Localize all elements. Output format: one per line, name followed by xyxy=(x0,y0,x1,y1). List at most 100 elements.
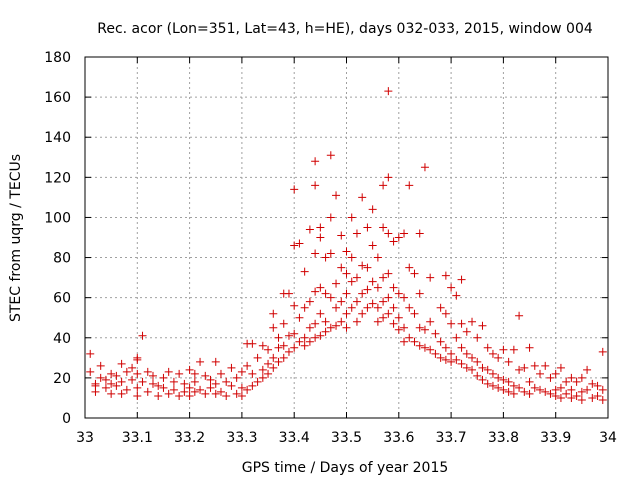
data-point xyxy=(332,279,341,288)
data-point xyxy=(284,347,293,356)
data-point xyxy=(284,289,293,298)
data-point xyxy=(593,391,602,400)
data-point xyxy=(248,339,257,348)
data-point xyxy=(337,263,346,272)
data-point xyxy=(169,385,178,394)
data-point xyxy=(494,353,503,362)
data-point xyxy=(352,317,361,326)
data-point xyxy=(394,325,403,334)
data-point xyxy=(352,273,361,282)
y-tick-label: 100 xyxy=(44,210,71,226)
data-point xyxy=(159,383,168,392)
data-point xyxy=(300,267,309,276)
data-point xyxy=(180,379,189,388)
data-point xyxy=(290,329,299,338)
data-point xyxy=(373,283,382,292)
data-point xyxy=(400,293,409,302)
data-point xyxy=(405,333,414,342)
data-point xyxy=(342,269,351,278)
data-point xyxy=(216,369,225,378)
data-point xyxy=(556,393,565,402)
data-point xyxy=(196,385,205,394)
data-point xyxy=(473,371,482,380)
data-point xyxy=(321,327,330,336)
data-point xyxy=(175,369,184,378)
data-point xyxy=(567,393,576,402)
data-point xyxy=(190,369,199,378)
y-tick-label: 140 xyxy=(44,130,71,146)
data-point xyxy=(363,263,372,272)
data-point xyxy=(509,381,518,390)
data-point xyxy=(462,349,471,358)
data-point xyxy=(379,223,388,232)
data-point xyxy=(352,297,361,306)
data-point xyxy=(300,303,309,312)
data-point xyxy=(400,229,409,238)
data-point xyxy=(352,229,361,238)
data-point xyxy=(316,309,325,318)
data-point xyxy=(452,333,461,342)
data-point xyxy=(515,311,524,320)
data-point xyxy=(311,287,320,296)
data-point xyxy=(101,375,110,384)
data-point xyxy=(274,333,283,342)
data-point xyxy=(457,359,466,368)
data-point xyxy=(567,373,576,382)
data-point xyxy=(520,363,529,372)
data-point xyxy=(117,359,126,368)
data-point xyxy=(190,387,199,396)
data-point xyxy=(431,349,440,358)
data-point xyxy=(311,333,320,342)
data-point xyxy=(577,387,586,396)
data-point xyxy=(138,377,147,386)
data-point xyxy=(441,343,450,352)
data-point xyxy=(525,343,534,352)
data-point xyxy=(494,373,503,382)
data-point xyxy=(326,323,335,332)
data-point xyxy=(91,387,100,396)
data-point xyxy=(415,323,424,332)
data-point xyxy=(499,385,508,394)
data-point xyxy=(494,383,503,392)
data-point xyxy=(562,377,571,386)
data-point xyxy=(572,391,581,400)
data-point xyxy=(96,361,105,370)
data-point xyxy=(107,369,116,378)
data-point xyxy=(405,303,414,312)
data-point xyxy=(536,385,545,394)
data-point xyxy=(551,391,560,400)
data-point xyxy=(133,383,142,392)
data-point xyxy=(264,359,273,368)
data-point xyxy=(551,369,560,378)
data-point xyxy=(426,317,435,326)
y-tick-label: 180 xyxy=(44,50,71,66)
data-point xyxy=(122,367,131,376)
data-point xyxy=(525,377,534,386)
data-point xyxy=(358,289,367,298)
data-point xyxy=(415,229,424,238)
data-point xyxy=(426,273,435,282)
data-point xyxy=(478,321,487,330)
data-point xyxy=(415,289,424,298)
data-point xyxy=(248,369,257,378)
data-point xyxy=(583,385,592,394)
data-point xyxy=(379,313,388,322)
data-point xyxy=(598,347,607,356)
data-point xyxy=(389,237,398,246)
data-point xyxy=(556,363,565,372)
x-tick-label: 33 xyxy=(76,430,94,446)
data-point xyxy=(410,269,419,278)
y-axis-label: STEC from uqrg / TECUs xyxy=(8,154,24,322)
x-tick-label: 33.6 xyxy=(383,430,414,446)
data-point xyxy=(311,249,320,258)
data-point xyxy=(368,277,377,286)
x-tick-label: 33.8 xyxy=(488,430,519,446)
data-point xyxy=(133,391,142,400)
data-point xyxy=(541,387,550,396)
x-tick-label: 33.7 xyxy=(436,430,467,446)
data-point xyxy=(363,285,372,294)
data-point xyxy=(556,383,565,392)
data-point xyxy=(379,273,388,282)
data-point xyxy=(520,387,529,396)
data-point xyxy=(321,289,330,298)
